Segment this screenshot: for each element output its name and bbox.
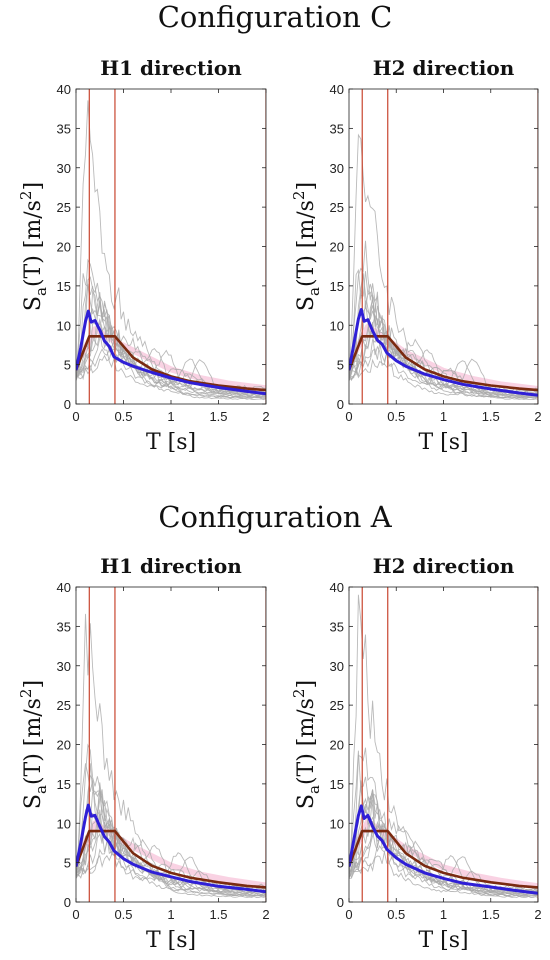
chart-panel: 0 5 10 15 20 25 30 35 40 0 0.5 1 1.5 2 H2 direction T […: [290, 554, 542, 953]
y-tick-label: 25: [330, 200, 344, 215]
y-tick-label: 30: [57, 161, 71, 176]
y-tick-label: 5: [337, 856, 344, 871]
mean-spectrum-line: [76, 803, 266, 894]
record-spectrum-line: [349, 330, 538, 400]
y-axis-label: Sa(T) [m/s2]: [290, 182, 323, 311]
x-axis-label: T [s]: [418, 430, 468, 455]
record-spectrum-line: [349, 314, 538, 392]
y-tick-label: 35: [57, 121, 71, 136]
y-tick-label: 15: [57, 279, 71, 294]
y-tick-label: 40: [57, 580, 71, 595]
x-axis-label: T [s]: [146, 928, 196, 953]
record-spectrum-line: [76, 100, 266, 397]
plot-area: [76, 587, 266, 902]
x-tick-label: 0: [72, 409, 79, 424]
axes-box: [348, 586, 539, 903]
record-spectrum-line: [76, 276, 266, 395]
x-tick-label: 0.5: [114, 907, 132, 922]
record-spectrum-line: [76, 303, 266, 398]
y-tick-label: 40: [57, 82, 71, 97]
chart-panel: 0 5 10 15 20 25 30 35 40 0 0.5 1 1.5 2 H1 direction T […: [17, 56, 270, 455]
x-tick-label: 2: [262, 907, 269, 922]
x-tick-label: 1: [440, 907, 447, 922]
y-tick-label: 5: [337, 358, 344, 373]
record-spectrum-line: [349, 291, 538, 396]
y-tick-label: 30: [330, 659, 344, 674]
y-tick-label: 35: [57, 619, 71, 634]
y-axis-label: Sa(T) [m/s2]: [290, 680, 323, 809]
panel-title: H1 direction: [100, 56, 242, 80]
panel-title: H1 direction: [100, 554, 242, 578]
x-axis-label: T [s]: [418, 928, 468, 953]
x-tick-label: 0: [345, 907, 352, 922]
x-tick-label: 1: [167, 907, 174, 922]
y-tick-label: 15: [330, 777, 344, 792]
mean-spectrum-line: [349, 804, 538, 895]
y-tick-label: 5: [64, 358, 71, 373]
y-tick-label: 20: [330, 240, 344, 255]
y-tick-label: 20: [57, 240, 71, 255]
y-tick-label: 0: [337, 397, 344, 412]
plot-area: [349, 89, 538, 404]
y-tick-label: 20: [57, 738, 71, 753]
panel-title: H2 direction: [373, 554, 515, 578]
y-tick-label: 25: [57, 698, 71, 713]
plot-area: [349, 587, 538, 902]
y-tick-label: 15: [57, 777, 71, 792]
x-tick-label: 2: [534, 907, 541, 922]
y-tick-label: 25: [57, 200, 71, 215]
record-spectrum-line: [76, 774, 266, 890]
mean-spectrum-line: [76, 309, 266, 396]
y-tick-label: 10: [57, 816, 71, 831]
y-tick-label: 15: [330, 279, 344, 294]
y-tick-label: 10: [330, 318, 344, 333]
y-tick-label: 0: [64, 895, 71, 910]
x-tick-label: 2: [534, 409, 541, 424]
record-spectrum-line: [76, 782, 266, 894]
configuration-title: Configuration C: [157, 0, 393, 34]
y-tick-label: 0: [64, 397, 71, 412]
y-tick-label: 25: [330, 698, 344, 713]
x-tick-label: 1.5: [209, 409, 227, 424]
axes-box: [348, 88, 539, 405]
y-axis-label: Sa(T) [m/s2]: [17, 182, 50, 311]
record-spectrum-line: [76, 335, 266, 394]
x-tick-label: 0.5: [387, 907, 405, 922]
x-tick-label: 1: [440, 409, 447, 424]
x-tick-label: 0: [345, 409, 352, 424]
x-tick-label: 1.5: [482, 409, 500, 424]
mean-spectrum-line: [349, 308, 538, 397]
y-tick-label: 5: [64, 856, 71, 871]
x-tick-label: 0.5: [114, 409, 132, 424]
x-tick-label: 2: [262, 409, 269, 424]
x-tick-label: 1.5: [209, 907, 227, 922]
y-tick-label: 10: [330, 816, 344, 831]
y-tick-label: 40: [330, 82, 344, 97]
x-tick-label: 1.5: [482, 907, 500, 922]
y-tick-label: 30: [330, 161, 344, 176]
record-spectrum-line: [349, 794, 538, 894]
y-tick-label: 40: [330, 580, 344, 595]
y-tick-label: 0: [337, 895, 344, 910]
panel-title: H2 direction: [373, 56, 515, 80]
x-axis-label: T [s]: [146, 430, 196, 455]
y-tick-label: 20: [330, 738, 344, 753]
axes-box: [75, 586, 267, 903]
chart-panel: 0 5 10 15 20 25 30 35 40 0 0.5 1 1.5 2 H2 direction T […: [290, 56, 542, 455]
x-tick-label: 0.5: [387, 409, 405, 424]
chart-panel: 0 5 10 15 20 25 30 35 40 0 0.5 1 1.5 2 H1 direction T […: [17, 554, 270, 953]
y-axis-label: Sa(T) [m/s2]: [17, 680, 50, 809]
y-tick-label: 35: [330, 121, 344, 136]
y-tick-label: 35: [330, 619, 344, 634]
y-tick-label: 30: [57, 659, 71, 674]
x-tick-label: 0: [72, 907, 79, 922]
x-tick-label: 1: [167, 409, 174, 424]
y-tick-label: 10: [57, 318, 71, 333]
configuration-title: Configuration A: [158, 500, 392, 534]
plot-area: [76, 89, 266, 404]
record-spectrum-line: [76, 789, 266, 893]
record-spectrum-line: [349, 830, 538, 898]
record-spectrum-line: [349, 820, 538, 890]
